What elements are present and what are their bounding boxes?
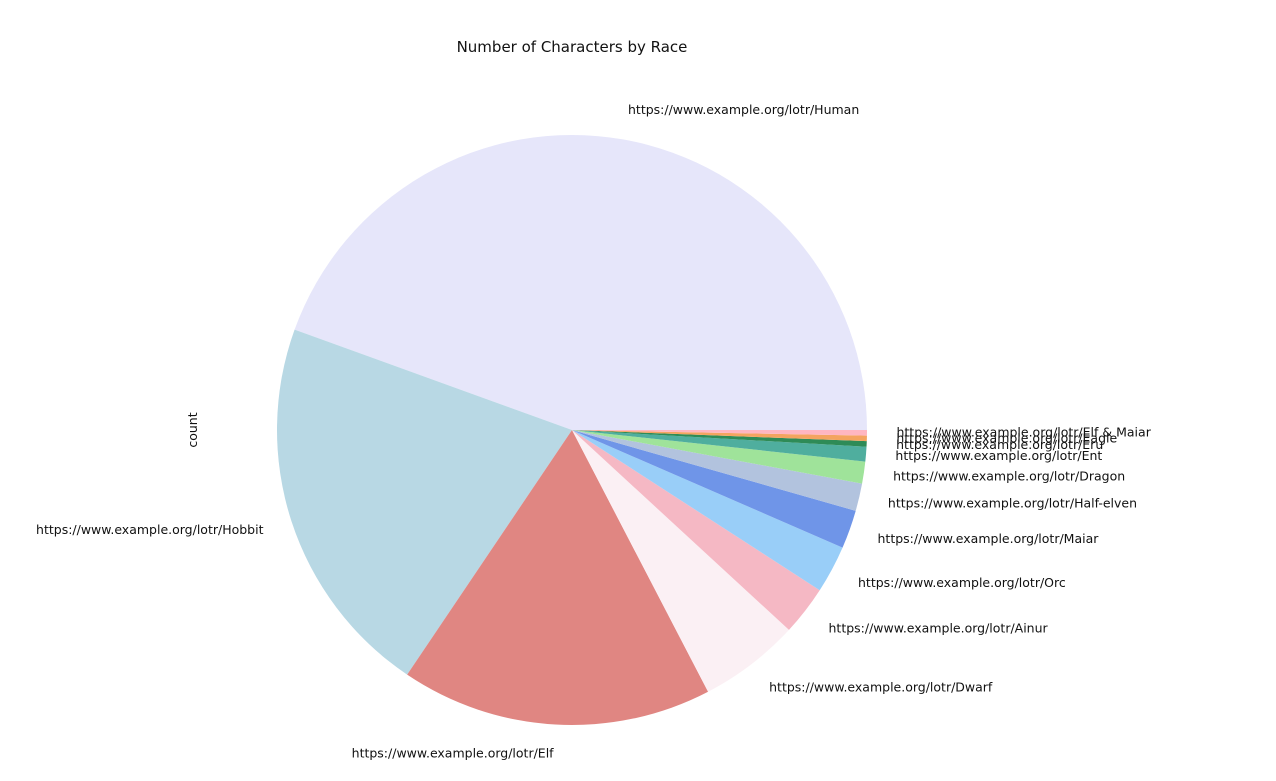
pie-slice: [572, 430, 867, 442]
chart-title: Number of Characters by Race: [457, 38, 688, 56]
pie-slice: [572, 430, 867, 436]
slice-label: https://www.example.org/lotr/Half-elven: [888, 496, 1137, 511]
slice-label: https://www.example.org/lotr/Hobbit: [36, 522, 264, 537]
slice-label: https://www.example.org/lotr/Eru: [896, 437, 1103, 452]
slice-label: https://www.example.org/lotr/Eagle: [896, 431, 1117, 446]
slice-label: https://www.example.org/lotr/Dragon: [893, 468, 1125, 483]
pie-slice: [572, 430, 867, 447]
slice-label: https://www.example.org/lotr/Ainur: [829, 620, 1049, 635]
pie-slice: [572, 430, 867, 462]
pie-slices: [277, 135, 868, 726]
pie-slice: [572, 430, 820, 630]
pie-slice: [572, 430, 843, 591]
slice-label: https://www.example.org/lotr/Ent: [895, 448, 1102, 463]
slice-label: https://www.example.org/lotr/Human: [628, 102, 859, 117]
pie-slice: [572, 430, 856, 548]
pie-slice: [294, 135, 868, 430]
y-axis-label: count: [185, 412, 200, 447]
slice-label: https://www.example.org/lotr/Elf & Maiar: [896, 425, 1151, 440]
pie-slice: [572, 430, 789, 692]
slice-label: https://www.example.org/lotr/Elf: [352, 745, 555, 760]
pie-slice: [572, 430, 863, 511]
pie-slice: [407, 430, 709, 726]
pie-slice: [277, 329, 572, 675]
pie-slice: [572, 430, 866, 484]
slice-label: https://www.example.org/lotr/Orc: [858, 575, 1066, 590]
slice-label: https://www.example.org/lotr/Dwarf: [769, 679, 993, 694]
slice-label: https://www.example.org/lotr/Maiar: [878, 531, 1100, 546]
pie-labels: https://www.example.org/lotr/Human https:…: [36, 102, 1152, 761]
